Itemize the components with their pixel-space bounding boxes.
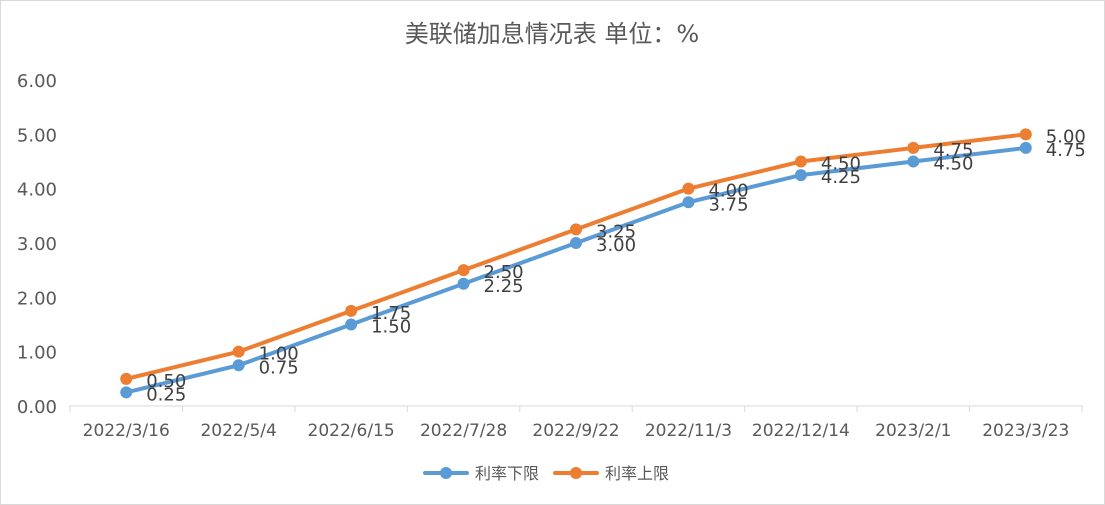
data-point	[345, 304, 358, 317]
data-point	[1019, 141, 1032, 154]
axes: 0.00 1.00 2.00 3.00 4.00 5.00 6.00 2022/3/16 202…	[17, 71, 1083, 441]
y-tick-label: 0.00	[17, 397, 57, 418]
data-label: 1.00	[259, 344, 299, 365]
data-label: 1.75	[371, 303, 411, 324]
data-label: 2.25	[484, 276, 524, 297]
data-point	[907, 141, 920, 154]
data-point	[682, 182, 695, 195]
data-label: 0.75	[259, 357, 299, 378]
y-tick-label: 3.00	[17, 234, 57, 255]
data-label: 3.25	[596, 221, 636, 242]
data-label: 4.75	[1046, 140, 1086, 161]
series-layer: 0.250.751.502.253.003.754.254.504.750.50…	[120, 126, 1086, 405]
y-tick-label: 6.00	[17, 71, 57, 92]
data-point	[120, 386, 133, 399]
data-label: 3.00	[596, 235, 636, 256]
data-point	[682, 196, 695, 209]
data-label: 0.50	[146, 371, 186, 392]
data-label: 0.25	[146, 384, 186, 405]
data-label: 4.50	[821, 154, 861, 175]
x-tick-label: 2022/3/16	[83, 421, 170, 441]
x-tick-label: 2022/12/14	[752, 421, 850, 441]
data-label: 4.25	[821, 167, 861, 188]
series-lower: 0.250.751.502.253.003.754.254.504.75	[120, 140, 1086, 405]
data-label: 2.50	[484, 262, 524, 283]
data-point	[457, 277, 470, 290]
y-tick-label: 2.00	[17, 288, 57, 309]
data-label: 4.50	[933, 154, 973, 175]
data-point	[232, 345, 245, 358]
x-tick-label: 2023/2/1	[875, 421, 951, 441]
legend-swatch-marker	[440, 467, 452, 479]
x-tick-label: 2023/3/23	[982, 421, 1069, 441]
x-tick-label: 2022/7/28	[420, 421, 507, 441]
x-tick-label: 2022/5/4	[200, 421, 276, 441]
data-label: 4.75	[933, 140, 973, 161]
series-line	[124, 132, 1028, 381]
legend-swatch-marker	[570, 467, 582, 479]
data-label: 5.00	[1046, 126, 1086, 147]
chart-title: 美联储加息情况表 单位：%	[405, 20, 699, 48]
series-upper: 0.501.001.752.503.254.004.504.755.00	[120, 126, 1086, 392]
data-point	[232, 359, 245, 372]
y-tick-label: 1.00	[17, 343, 57, 364]
x-tick-label: 2022/6/15	[308, 421, 395, 441]
data-point	[570, 237, 582, 249]
x-tick-label: 2022/11/3	[645, 421, 732, 441]
legend-label: 利率下限	[475, 464, 539, 483]
data-label: 4.00	[708, 181, 748, 202]
data-point	[345, 318, 358, 331]
y-tick-label: 5.00	[17, 125, 57, 146]
legend-label: 利率上限	[605, 464, 669, 483]
data-point	[570, 223, 582, 236]
data-point	[120, 372, 133, 385]
x-tick-label: 2022/9/22	[532, 421, 619, 441]
y-tick-label: 4.00	[17, 180, 57, 201]
data-label: 1.50	[371, 317, 411, 338]
data-point	[907, 155, 920, 168]
data-point	[794, 155, 807, 168]
data-point	[794, 169, 807, 182]
legend: 利率下限 利率上限	[423, 464, 669, 483]
data-label: 3.75	[708, 194, 748, 215]
data-point	[1019, 128, 1032, 141]
data-point	[457, 264, 470, 277]
